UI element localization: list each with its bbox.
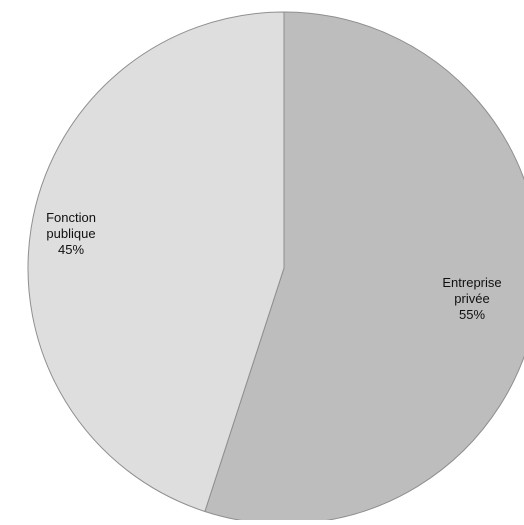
slice-percent: 55% [459, 307, 485, 322]
pie-slice-fonction-publique [27, 11, 285, 513]
slice-label-fonction-publique: Fonction publique 45% [46, 210, 96, 257]
slices-layer [27, 11, 524, 525]
slice-label-entreprise-privee: Entreprise privée 55% [442, 275, 501, 322]
slice-label-line: publique [46, 226, 95, 241]
slice-label-line: Fonction [46, 210, 96, 225]
pie-slice-entreprise-privee [204, 11, 524, 525]
slice-label-line: Entreprise [442, 275, 501, 290]
slice-label-line: privée [454, 291, 489, 306]
labels-layer: Entreprise privée 55% Fonction publique 45% [46, 210, 502, 322]
slice-percent: 45% [58, 242, 84, 257]
